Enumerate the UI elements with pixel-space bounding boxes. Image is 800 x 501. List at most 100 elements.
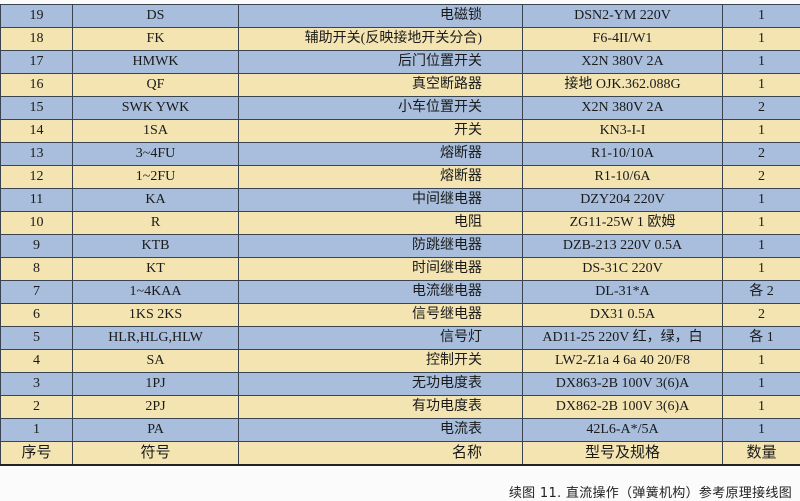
cell-row-number: 2 (1, 396, 73, 419)
cell-name: 信号继电器 (239, 304, 523, 327)
cell-name: 辅助开关(反映接地开关分合) (239, 28, 523, 51)
header-name: 名称 (239, 442, 523, 466)
cell-quantity: 2 (723, 304, 800, 327)
cell-model-spec: DX863-2B 100V 3(6)A (523, 373, 723, 396)
cell-row-number: 16 (1, 74, 73, 97)
cell-model-spec: F6-4II/W1 (523, 28, 723, 51)
cell-row-number: 15 (1, 97, 73, 120)
header-row-number: 序号 (1, 442, 73, 466)
cell-name: 真空断路器 (239, 74, 523, 97)
cell-name: 熔断器 (239, 166, 523, 189)
cell-symbol: 2PJ (73, 396, 239, 419)
cell-row-number: 9 (1, 235, 73, 258)
cell-symbol: SWK YWK (73, 97, 239, 120)
cell-name: 信号灯 (239, 327, 523, 350)
cell-name: 电流表 (239, 419, 523, 442)
cell-symbol: HLR,HLG,HLW (73, 327, 239, 350)
cell-symbol: HMWK (73, 51, 239, 74)
cell-name: 电流继电器 (239, 281, 523, 304)
cell-quantity: 1 (723, 120, 800, 143)
cell-symbol: 1~2FU (73, 166, 239, 189)
cell-model-spec: DZY204 220V (523, 189, 723, 212)
cell-row-number: 5 (1, 327, 73, 350)
cell-name: 中间继电器 (239, 189, 523, 212)
cell-symbol: QF (73, 74, 239, 97)
cell-model-spec: DS-31C 220V (523, 258, 723, 281)
cell-name: 电阻 (239, 212, 523, 235)
cell-quantity: 1 (723, 189, 800, 212)
cell-model-spec: X2N 380V 2A (523, 97, 723, 120)
cell-row-number: 10 (1, 212, 73, 235)
cell-name: 小车位置开关 (239, 97, 523, 120)
cell-name: 电磁锁 (239, 5, 523, 28)
cell-row-number: 17 (1, 51, 73, 74)
table-header-row: 序号符号名称型号及规格数量 (1, 442, 800, 466)
cell-name: 无功电度表 (239, 373, 523, 396)
cell-quantity: 1 (723, 396, 800, 419)
cell-row-number: 11 (1, 189, 73, 212)
cell-model-spec: 接地 OJK.362.088G (523, 74, 723, 97)
cell-model-spec: ZG11-25W 1 欧姆 (523, 212, 723, 235)
cell-row-number: 19 (1, 5, 73, 28)
cell-quantity: 1 (723, 235, 800, 258)
cell-quantity: 1 (723, 74, 800, 97)
cell-symbol: KTB (73, 235, 239, 258)
cell-symbol: 1SA (73, 120, 239, 143)
cell-model-spec: DX862-2B 100V 3(6)A (523, 396, 723, 419)
cell-model-spec: AD11-25 220V 红，绿，白 (523, 327, 723, 350)
cell-quantity: 各 1 (723, 327, 800, 350)
cell-name: 开关 (239, 120, 523, 143)
cell-row-number: 3 (1, 373, 73, 396)
cell-quantity: 1 (723, 258, 800, 281)
cell-name: 熔断器 (239, 143, 523, 166)
cell-row-number: 4 (1, 350, 73, 373)
header-quantity: 数量 (723, 442, 800, 466)
cell-row-number: 7 (1, 281, 73, 304)
cell-quantity: 1 (723, 350, 800, 373)
cell-row-number: 8 (1, 258, 73, 281)
cell-model-spec: X2N 380V 2A (523, 51, 723, 74)
cell-symbol: 1KS 2KS (73, 304, 239, 327)
cell-model-spec: DZB-213 220V 0.5A (523, 235, 723, 258)
cell-name: 后门位置开关 (239, 51, 523, 74)
cell-model-spec: R1-10/6A (523, 166, 723, 189)
cell-row-number: 6 (1, 304, 73, 327)
cell-quantity: 2 (723, 97, 800, 120)
cell-model-spec: 42L6-A*/5A (523, 419, 723, 442)
cell-symbol: KA (73, 189, 239, 212)
cell-quantity: 1 (723, 5, 800, 28)
cell-symbol: KT (73, 258, 239, 281)
header-symbol: 符号 (73, 442, 239, 466)
cell-quantity: 1 (723, 212, 800, 235)
cell-quantity: 1 (723, 51, 800, 74)
cell-model-spec: DL-31*A (523, 281, 723, 304)
cell-symbol: 3~4FU (73, 143, 239, 166)
cell-model-spec: KN3-I-I (523, 120, 723, 143)
cell-quantity: 1 (723, 28, 800, 51)
cell-row-number: 1 (1, 419, 73, 442)
cell-model-spec: DSN2-YM 220V (523, 5, 723, 28)
cell-name: 防跳继电器 (239, 235, 523, 258)
cell-symbol: FK (73, 28, 239, 51)
cell-symbol: 1~4KAA (73, 281, 239, 304)
cell-symbol: DS (73, 5, 239, 28)
cell-quantity: 2 (723, 166, 800, 189)
cell-symbol: PA (73, 419, 239, 442)
cell-row-number: 12 (1, 166, 73, 189)
cell-quantity: 2 (723, 143, 800, 166)
